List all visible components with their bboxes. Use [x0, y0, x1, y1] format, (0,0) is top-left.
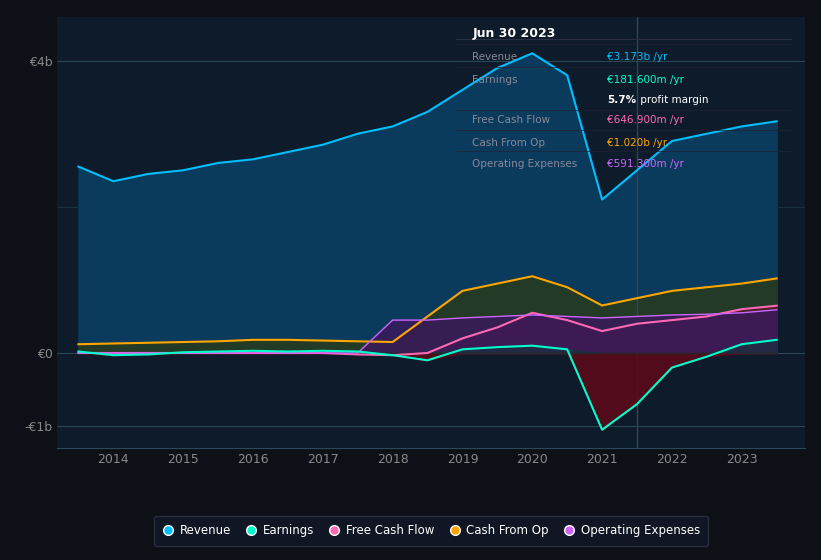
Text: €591.300m /yr: €591.300m /yr: [608, 160, 684, 169]
Text: €3.173b /yr: €3.173b /yr: [608, 52, 667, 62]
Text: profit margin: profit margin: [637, 95, 709, 105]
Text: Earnings: Earnings: [473, 75, 518, 85]
Text: 5.7%: 5.7%: [608, 95, 636, 105]
Text: €1.020b /yr: €1.020b /yr: [608, 138, 667, 148]
Text: Revenue: Revenue: [473, 52, 517, 62]
Legend: Revenue, Earnings, Free Cash Flow, Cash From Op, Operating Expenses: Revenue, Earnings, Free Cash Flow, Cash …: [154, 516, 709, 545]
Text: Jun 30 2023: Jun 30 2023: [473, 27, 556, 40]
Text: €646.900m /yr: €646.900m /yr: [608, 115, 684, 125]
Text: Free Cash Flow: Free Cash Flow: [473, 115, 551, 125]
Text: Cash From Op: Cash From Op: [473, 138, 545, 148]
Text: €181.600m /yr: €181.600m /yr: [608, 75, 684, 85]
Text: Operating Expenses: Operating Expenses: [473, 160, 578, 169]
